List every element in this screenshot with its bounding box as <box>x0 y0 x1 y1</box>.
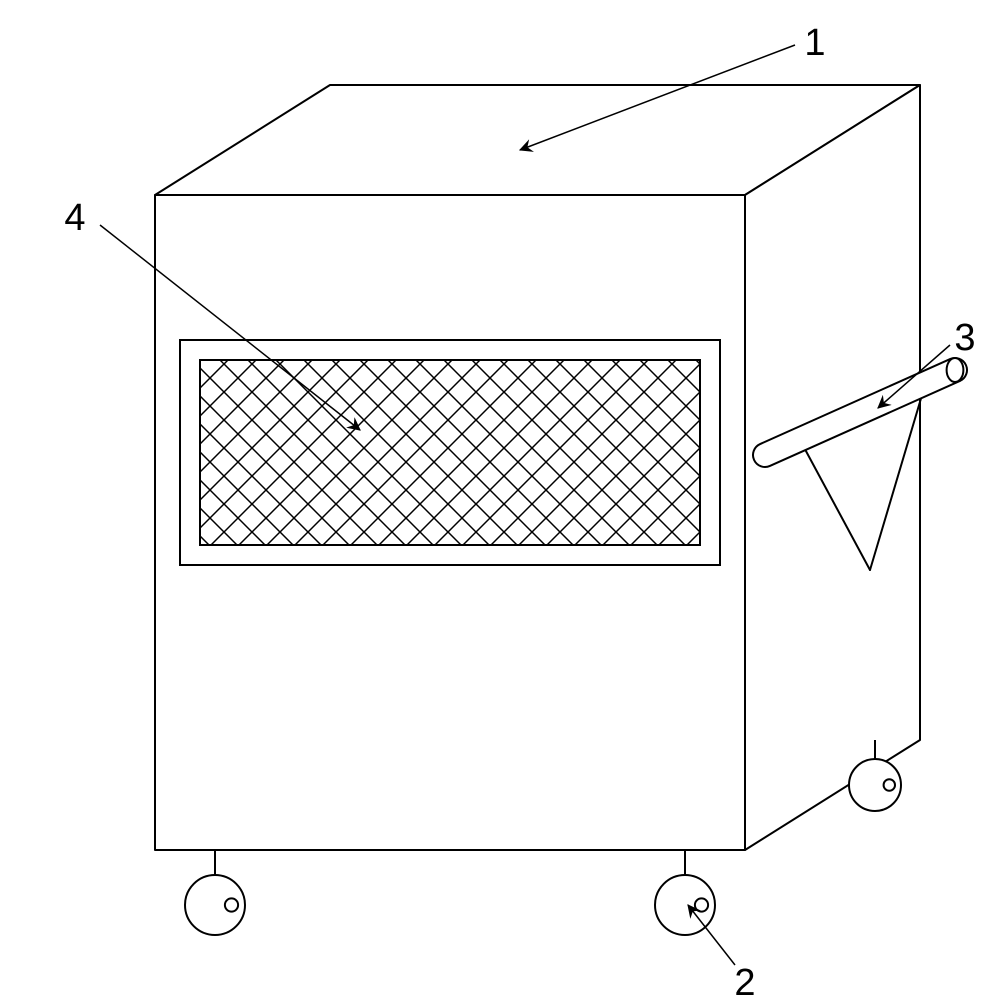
technical-diagram: 1 4 3 2 <box>0 0 997 1000</box>
callout-label-1: 1 <box>804 22 825 64</box>
callout-label-2: 2 <box>734 962 755 1000</box>
callout-label-4: 4 <box>64 197 85 239</box>
callout-label-3: 3 <box>954 317 975 359</box>
mesh-vent-panel <box>180 340 720 565</box>
